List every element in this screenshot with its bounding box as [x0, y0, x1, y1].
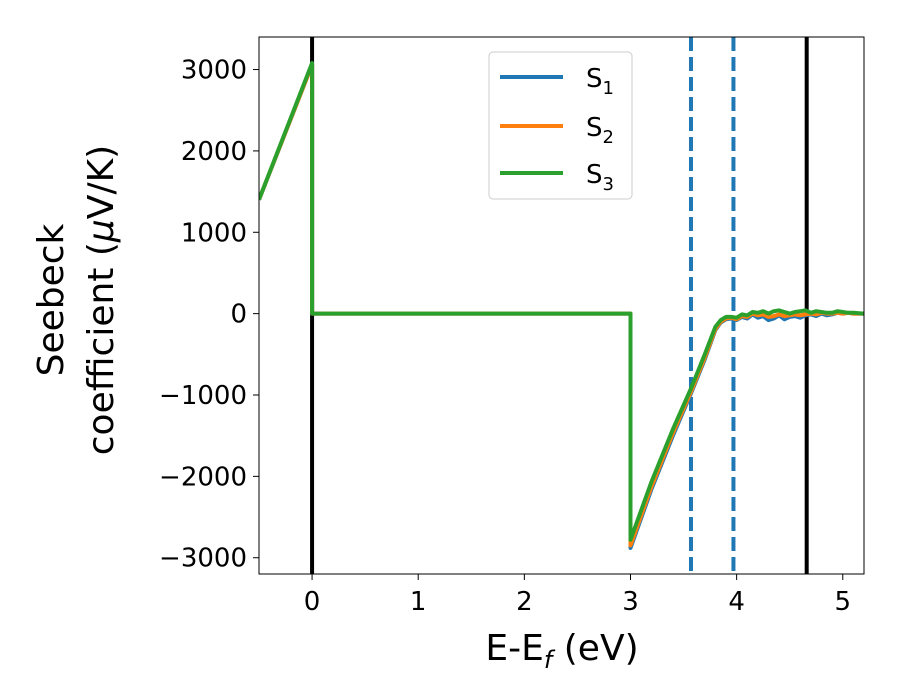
x-axis-label: E-Ef (eV) [485, 628, 638, 674]
x-axis-label-main: E-E [485, 628, 543, 669]
x-tick-label: 1 [410, 587, 427, 617]
y-tick-label: 2000 [181, 137, 247, 167]
x-tick-label: 2 [516, 587, 533, 617]
plot-frame [258, 36, 865, 575]
y-tick-label: 3000 [181, 56, 247, 86]
y-axis-label: Seebeck coefficient (μV/K) [31, 145, 122, 455]
legend-label-s2: S2 [586, 113, 614, 148]
legend: S1 S2 S3 [488, 51, 633, 200]
x-tick-label: 3 [622, 587, 639, 617]
y-axis-label-line1: Seebeck [31, 223, 72, 376]
legend-label-s1-name: S [586, 64, 603, 94]
y-axis-label-line2: coefficient (μV/K) [81, 145, 122, 455]
legend-label-s3-name: S [586, 160, 603, 190]
series-line-s3 [259, 61, 864, 542]
x-tick-label: 4 [728, 587, 745, 617]
y-tick-label: −1000 [159, 381, 247, 411]
y-tick-label: −3000 [159, 544, 247, 574]
y-axis-label-unit: V/K) [81, 145, 122, 219]
legend-label-s2-name: S [586, 113, 603, 143]
y-tick-label: 1000 [181, 218, 247, 248]
x-tick-label: 0 [304, 587, 321, 617]
legend-label-s3: S3 [586, 160, 614, 195]
legend-label-s1: S1 [586, 64, 614, 99]
legend-label-s1-sub: 1 [603, 78, 614, 99]
x-axis-label-unit: (eV) [552, 628, 638, 669]
legend-label-s3-sub: 3 [603, 174, 614, 195]
legend-label-s2-sub: 2 [603, 127, 614, 148]
x-tick-label: 5 [834, 587, 851, 617]
y-tick-label: −2000 [159, 462, 247, 492]
y-axis-ticks: 3000 2000 1000 0 −1000 −2000 −3000 [159, 56, 259, 574]
x-axis-ticks: 0 1 2 3 4 5 [304, 574, 851, 617]
series-lines [259, 61, 864, 550]
y-axis-label-prefix: coefficient ( [81, 242, 122, 455]
y-tick-label: 0 [230, 300, 247, 330]
y-axis-label-mu: μ [81, 219, 122, 243]
